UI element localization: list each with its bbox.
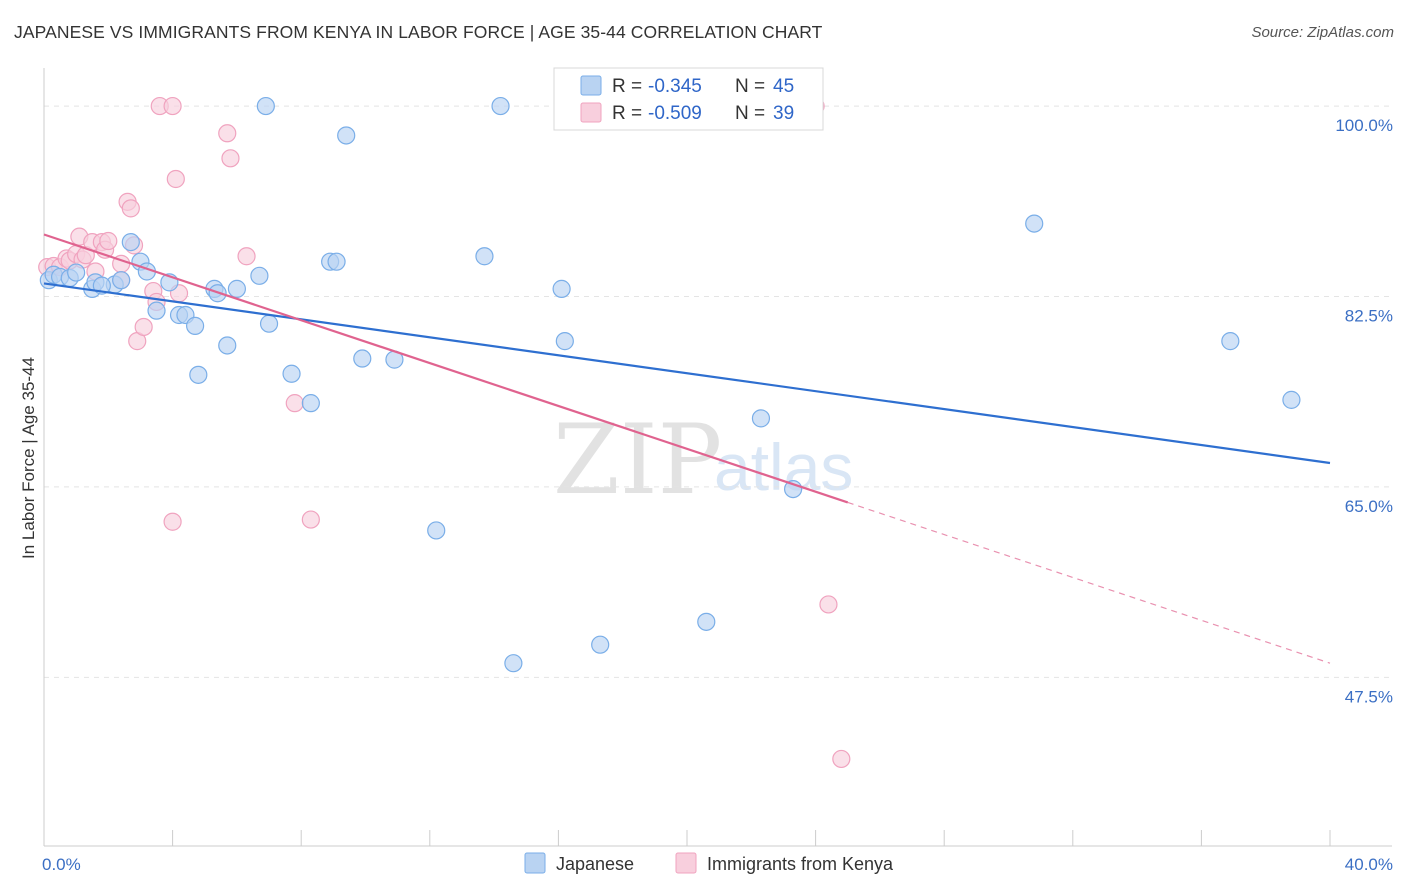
point-japanese-29 <box>327 252 346 271</box>
point-kenya-25 <box>163 512 182 531</box>
point-japanese-35 <box>491 96 510 116</box>
point-japanese-43 <box>1025 214 1044 233</box>
point-japanese-24 <box>259 314 279 333</box>
source-label: Source: ZipAtlas.com <box>1251 24 1394 41</box>
point-kenya-32 <box>301 510 320 529</box>
point-kenya-20 <box>134 317 153 337</box>
trend-line-kenya-dashed <box>847 501 1331 664</box>
bottom-legend-label-japanese: Japanese <box>556 854 634 874</box>
point-japanese-36 <box>504 654 523 673</box>
legend-swatch-japanese <box>580 75 602 96</box>
bottom-legend: Japanese Immigrants from Kenya <box>524 852 894 874</box>
point-kenya-31 <box>285 394 304 413</box>
point-japanese-18 <box>189 365 208 384</box>
point-japanese-27 <box>301 394 320 413</box>
point-kenya-13 <box>99 231 118 251</box>
point-kenya-24 <box>163 96 182 116</box>
chart-title: JAPANESE VS IMMIGRANTS FROM KENYA IN LAB… <box>14 22 823 42</box>
bottom-legend-swatch-kenya <box>675 852 697 874</box>
y-tick-label-2: 65.0% <box>1345 497 1393 516</box>
legend-swatch-kenya <box>580 102 602 123</box>
point-japanese-30 <box>337 126 356 145</box>
point-japanese-44 <box>1221 332 1240 351</box>
point-japanese-23 <box>250 266 269 285</box>
legend-n-value-kenya: 39 <box>773 103 794 124</box>
y-tick-labels: 100.0% 82.5% 65.0% 47.5% <box>1335 116 1393 706</box>
point-kenya-17 <box>121 199 140 218</box>
point-japanese-21 <box>218 336 237 355</box>
y-tick-label-1: 82.5% <box>1345 307 1393 326</box>
legend-r-value-kenya: -0.509 <box>648 103 702 124</box>
point-kenya-29 <box>221 149 240 168</box>
point-japanese-31 <box>353 349 372 368</box>
point-kenya-26 <box>166 169 185 189</box>
point-japanese-34 <box>475 247 494 266</box>
point-japanese-22 <box>227 279 246 298</box>
watermark-zip: ZIP <box>553 404 722 516</box>
point-japanese-37 <box>552 279 571 298</box>
x-tick-label-0: 0.0% <box>42 855 81 874</box>
y-tick-label-3: 47.5% <box>1345 687 1393 706</box>
point-japanese-41 <box>751 409 771 428</box>
point-japanese-45 <box>1282 390 1301 409</box>
series-points-japanese <box>39 96 1301 673</box>
point-kenya-28 <box>218 124 237 143</box>
trend-lines <box>43 233 1331 664</box>
point-japanese-38 <box>555 332 574 351</box>
point-kenya-30 <box>237 247 256 266</box>
trend-line-japanese <box>43 282 1331 465</box>
trend-line-kenya-solid <box>43 233 849 504</box>
point-japanese-25 <box>256 96 275 116</box>
point-japanese-4 <box>67 263 86 282</box>
bottom-legend-swatch-japanese <box>524 852 546 874</box>
legend-r-label-kenya: R = <box>612 103 642 124</box>
y-tick-label-0: 100.0% <box>1335 116 1393 135</box>
legend-r-label-japanese: R = <box>612 76 642 97</box>
series-points-kenya <box>38 96 851 769</box>
x-ticks <box>43 830 1331 846</box>
top-legend: R = -0.345 N = 45 R = -0.509 N = 39 <box>553 67 824 131</box>
point-japanese-13 <box>147 301 166 320</box>
axes <box>43 68 1392 847</box>
point-japanese-17 <box>186 316 205 335</box>
legend-n-label-kenya: N = <box>735 103 765 124</box>
point-japanese-33 <box>427 521 446 540</box>
point-japanese-40 <box>697 612 716 631</box>
x-tick-labels: 0.0% 40.0% <box>42 855 1393 874</box>
gridlines <box>44 105 1392 678</box>
point-japanese-26 <box>282 364 301 383</box>
x-tick-label-1: 40.0% <box>1345 855 1393 874</box>
bottom-legend-label-kenya: Immigrants from Kenya <box>707 854 894 874</box>
legend-r-value-japanese: -0.345 <box>648 76 702 97</box>
point-kenya-34 <box>832 749 851 769</box>
legend-n-label-japanese: N = <box>735 76 765 97</box>
point-japanese-8 <box>112 271 131 290</box>
point-kenya-33 <box>819 595 838 614</box>
point-japanese-39 <box>591 635 610 654</box>
y-axis-title: In Labor Force | Age 35-44 <box>19 357 38 559</box>
watermark: ZIP atlas <box>553 404 853 516</box>
legend-n-value-japanese: 45 <box>773 76 794 97</box>
point-japanese-10 <box>121 232 140 252</box>
watermark-atlas: atlas <box>714 430 853 504</box>
